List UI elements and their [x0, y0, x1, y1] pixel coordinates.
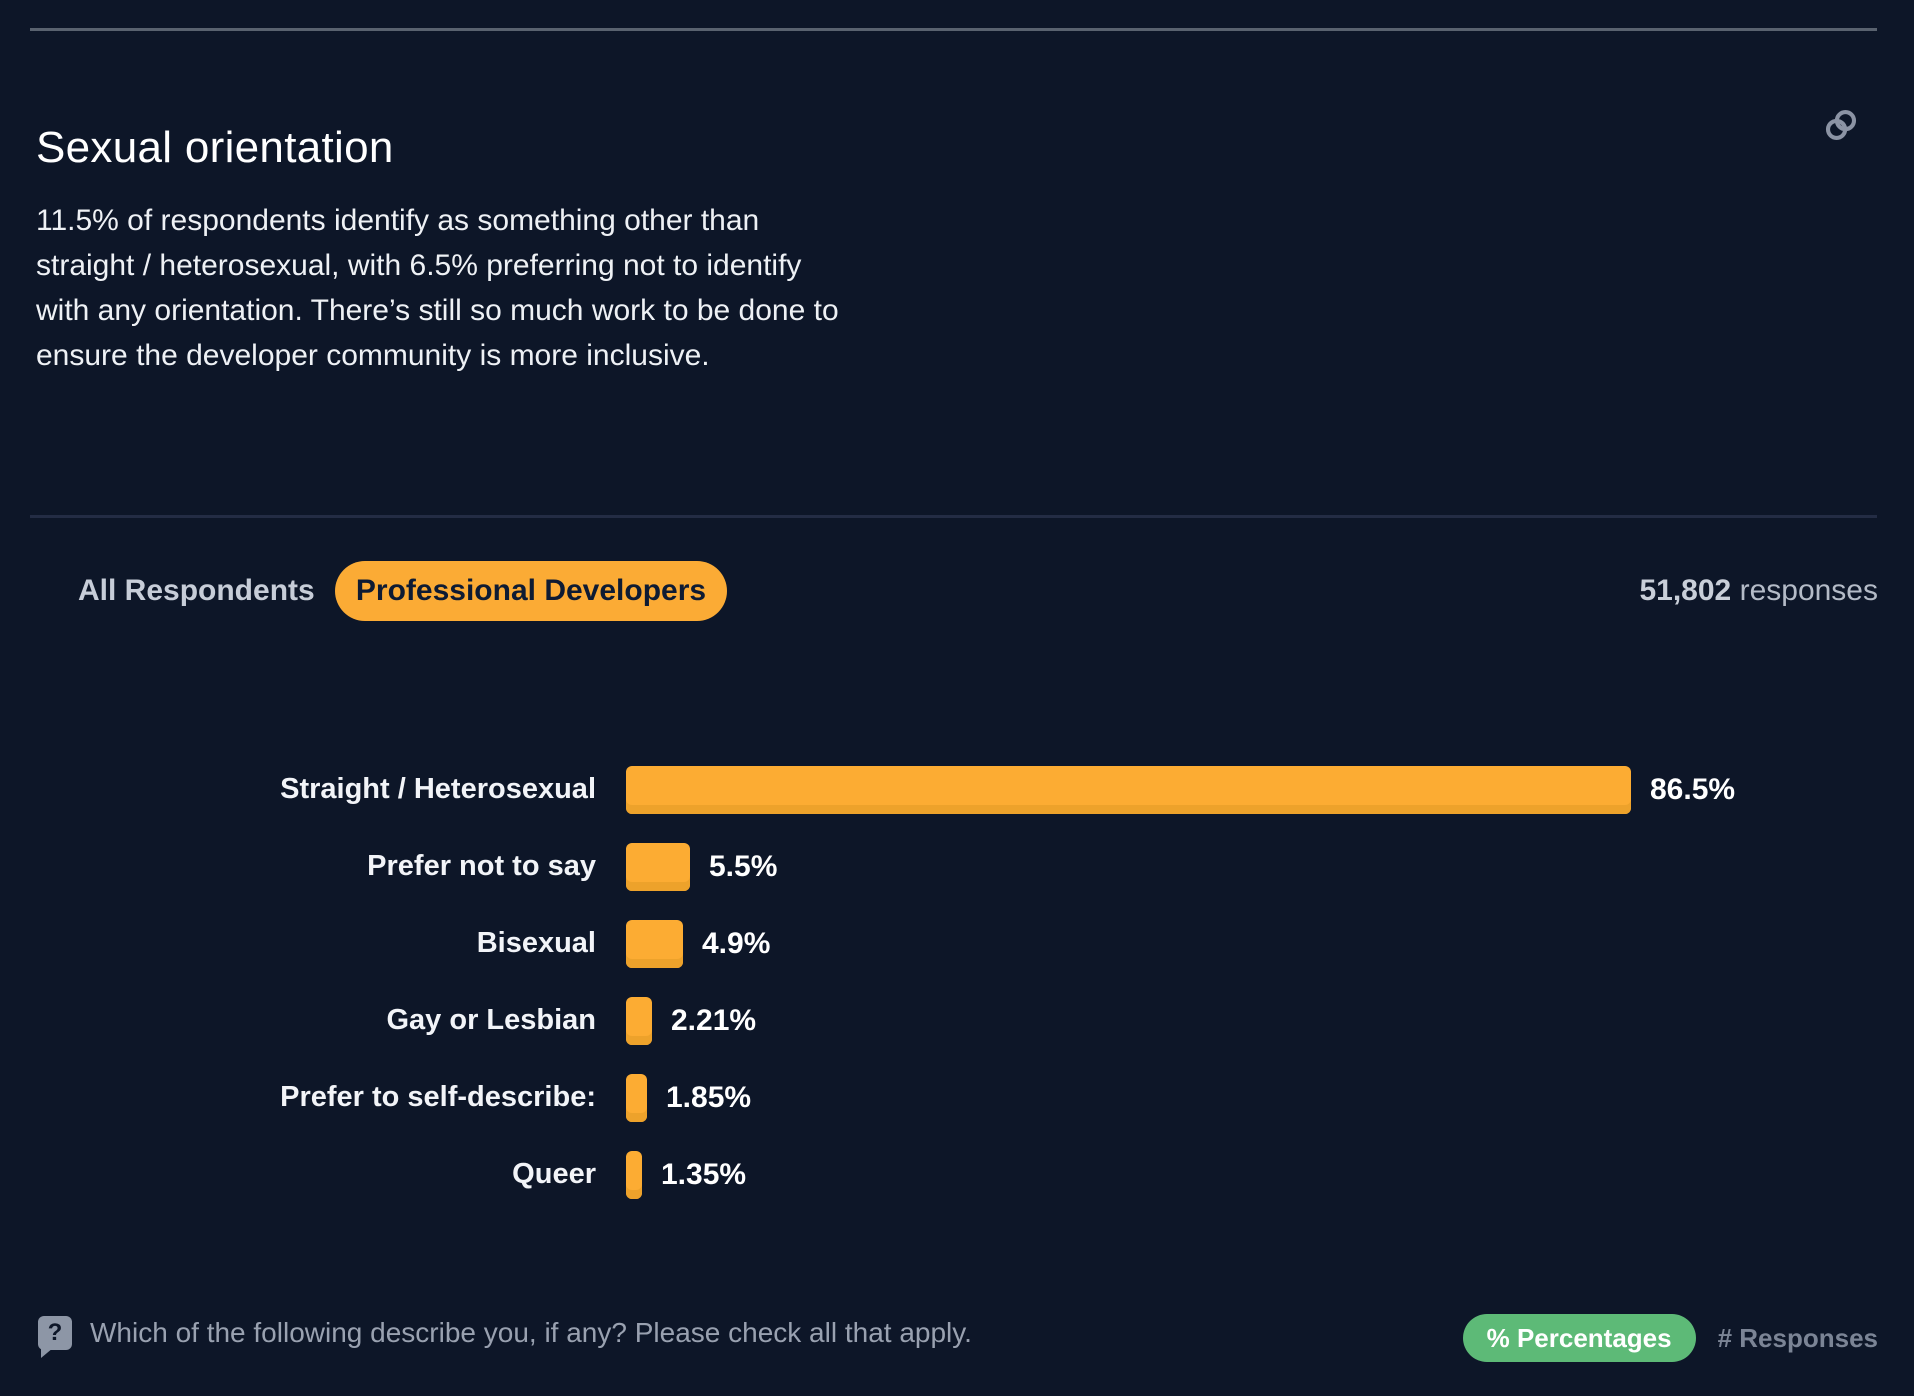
bar[interactable]: [626, 996, 652, 1045]
bar[interactable]: [626, 842, 690, 891]
description-line: 11.5% of respondents identify as somethi…: [36, 204, 760, 237]
description-line: with any orientation. There’s still so m…: [36, 294, 839, 327]
survey-question-text: Which of the following describe you, if …: [90, 1317, 972, 1348]
description-line: straight / heterosexual, with 6.5% prefe…: [36, 249, 802, 282]
bar-value-label: 86.5%: [1650, 772, 1736, 806]
bar-category-label: Straight / Heterosexual: [280, 773, 596, 805]
section-divider: [30, 515, 1877, 518]
question-mark-icon[interactable]: ?: [38, 1316, 72, 1358]
responses-summary: 51,802 responses: [1639, 574, 1878, 608]
chart-row: Straight / Heterosexual 86.5%: [36, 751, 1878, 828]
toggle-responses-button[interactable]: # Responses: [1717, 1322, 1878, 1353]
chart-row: Gay or Lesbian 2.21%: [36, 982, 1878, 1059]
bar-chart: Straight / Heterosexual 86.5% Prefer not t…: [36, 751, 1878, 1213]
responses-count: 51,802: [1639, 574, 1732, 607]
bar[interactable]: [626, 919, 683, 968]
chart-row: Prefer not to say 5.5%: [36, 828, 1878, 905]
bar-value-label: 5.5%: [709, 849, 778, 883]
anchor-link-icon[interactable]: [1822, 106, 1860, 144]
toggle-percentages-button[interactable]: % Percentages: [1462, 1314, 1696, 1362]
display-mode-toggles: % Percentages # Responses: [1462, 1314, 1878, 1362]
bar-value-label: 2.21%: [671, 1003, 757, 1037]
section-description: 11.5% of respondents identify as somethi…: [36, 198, 839, 378]
bar[interactable]: [626, 765, 1631, 814]
bar-category-label: Bisexual: [476, 927, 596, 959]
bar[interactable]: [626, 1073, 647, 1122]
chart-row: Prefer to self-describe: 1.85%: [36, 1059, 1878, 1136]
bar-category-label: Gay or Lesbian: [386, 1004, 596, 1036]
chart-row: Bisexual 4.9%: [36, 905, 1878, 982]
bar[interactable]: [626, 1150, 642, 1199]
tab-professional-developers[interactable]: Professional Developers: [335, 561, 727, 621]
page-title: Sexual orientation: [36, 123, 394, 173]
bar-category-label: Prefer not to say: [367, 850, 596, 882]
bar-category-label: Prefer to self-describe:: [280, 1081, 596, 1113]
tab-all-respondents[interactable]: All Respondents: [78, 574, 315, 607]
bar-category-label: Queer: [512, 1158, 596, 1190]
chart-row: Queer 1.35%: [36, 1136, 1878, 1213]
responses-label: responses: [1739, 574, 1878, 607]
description-line: ensure the developer community is more i…: [36, 339, 710, 372]
bar-value-label: 1.85%: [666, 1080, 752, 1114]
bar-value-label: 1.35%: [661, 1157, 747, 1191]
bar-value-label: 4.9%: [702, 926, 771, 960]
top-divider: [30, 28, 1877, 31]
survey-question: ? Which of the following describe you, i…: [38, 1316, 972, 1358]
